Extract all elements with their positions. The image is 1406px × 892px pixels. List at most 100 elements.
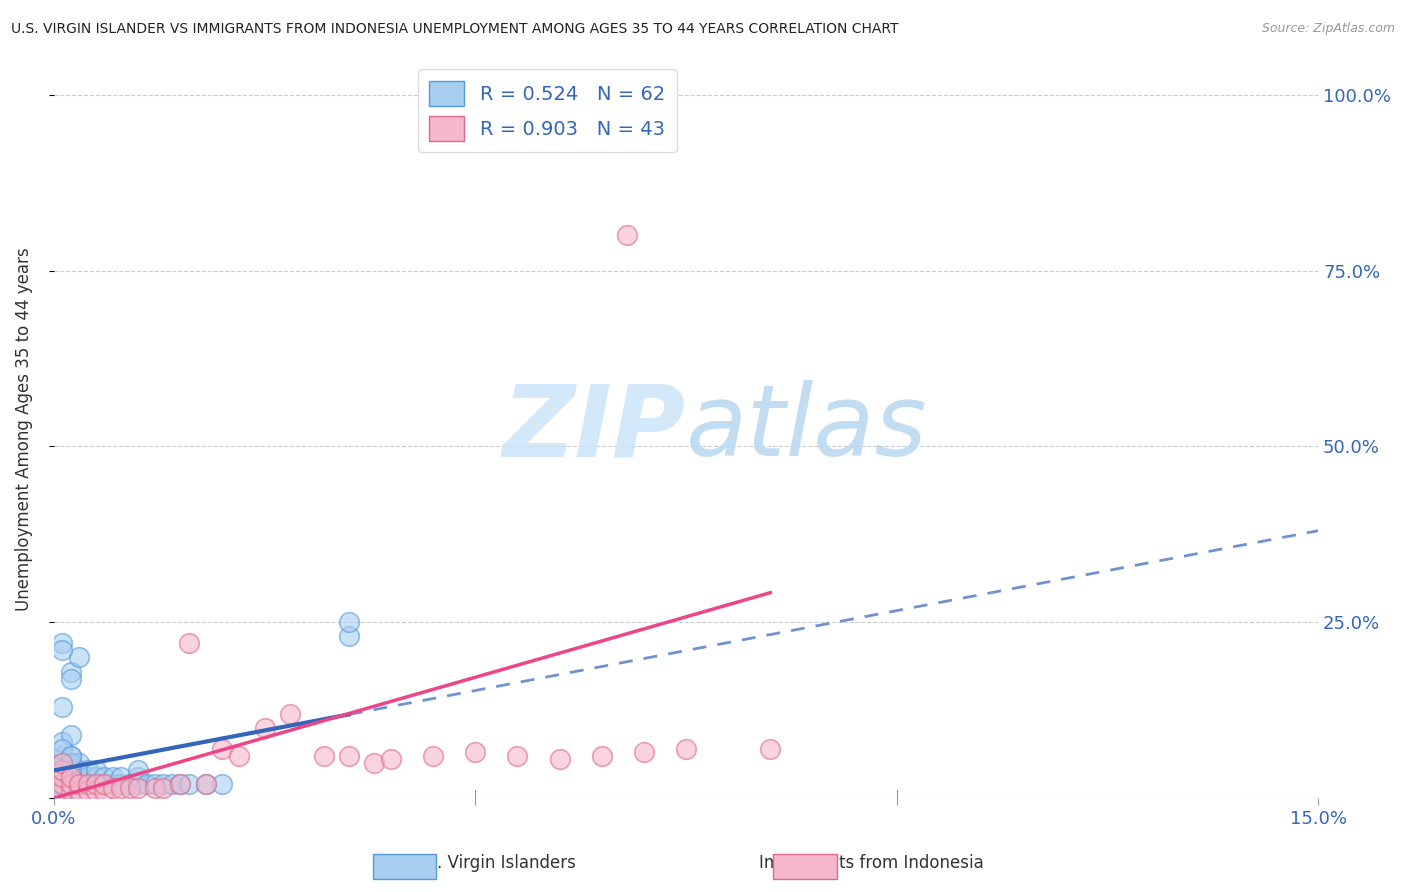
Point bbox=[84, 770, 107, 784]
Point bbox=[253, 721, 276, 735]
Point bbox=[59, 748, 82, 763]
Point bbox=[93, 777, 115, 791]
Point bbox=[51, 770, 73, 784]
Point bbox=[51, 777, 73, 791]
Text: Immigrants from Indonesia: Immigrants from Indonesia bbox=[759, 855, 984, 872]
Point bbox=[51, 784, 73, 798]
Point bbox=[127, 777, 149, 791]
Point bbox=[67, 777, 90, 791]
Point bbox=[616, 87, 638, 102]
Point bbox=[59, 756, 82, 770]
Point bbox=[363, 756, 385, 770]
Point bbox=[59, 665, 82, 679]
Point bbox=[127, 763, 149, 777]
Text: U.S. VIRGIN ISLANDER VS IMMIGRANTS FROM INDONESIA UNEMPLOYMENT AMONG AGES 35 TO : U.S. VIRGIN ISLANDER VS IMMIGRANTS FROM … bbox=[11, 22, 898, 37]
Text: Source: ZipAtlas.com: Source: ZipAtlas.com bbox=[1261, 22, 1395, 36]
Point bbox=[422, 748, 444, 763]
Text: atlas: atlas bbox=[686, 380, 928, 477]
Point bbox=[143, 780, 166, 795]
Point bbox=[51, 636, 73, 650]
Point bbox=[51, 777, 73, 791]
Point bbox=[51, 784, 73, 798]
Point bbox=[110, 777, 132, 791]
Point bbox=[51, 784, 73, 798]
Point bbox=[194, 777, 217, 791]
Point bbox=[101, 770, 124, 784]
Point bbox=[337, 615, 360, 630]
Point bbox=[101, 780, 124, 795]
Point bbox=[101, 777, 124, 791]
Point bbox=[76, 763, 98, 777]
Point bbox=[506, 748, 529, 763]
Point bbox=[759, 742, 782, 756]
Point bbox=[67, 784, 90, 798]
Point bbox=[337, 629, 360, 643]
Point bbox=[51, 780, 73, 795]
Point bbox=[337, 748, 360, 763]
Point bbox=[51, 748, 73, 763]
Text: U.S. Virgin Islanders: U.S. Virgin Islanders bbox=[409, 855, 575, 872]
Point bbox=[67, 777, 90, 791]
Point bbox=[51, 777, 73, 791]
Point bbox=[211, 777, 233, 791]
Point bbox=[548, 752, 571, 766]
Point bbox=[51, 788, 73, 802]
Point bbox=[93, 777, 115, 791]
Point bbox=[118, 780, 141, 795]
Point bbox=[59, 777, 82, 791]
Point bbox=[59, 672, 82, 686]
Point bbox=[380, 752, 402, 766]
Point bbox=[169, 777, 191, 791]
Point bbox=[59, 756, 82, 770]
Point bbox=[76, 770, 98, 784]
Point bbox=[160, 777, 183, 791]
Point bbox=[84, 777, 107, 791]
Point bbox=[59, 777, 82, 791]
Point bbox=[211, 742, 233, 756]
Point bbox=[591, 748, 613, 763]
Point bbox=[110, 770, 132, 784]
Point bbox=[59, 763, 82, 777]
Point bbox=[67, 763, 90, 777]
Point bbox=[76, 784, 98, 798]
Point bbox=[93, 784, 115, 798]
Point bbox=[633, 746, 655, 760]
Point bbox=[143, 777, 166, 791]
Point bbox=[51, 763, 73, 777]
Point bbox=[59, 770, 82, 784]
Point bbox=[118, 777, 141, 791]
Point bbox=[464, 746, 486, 760]
Point bbox=[84, 784, 107, 798]
Point bbox=[110, 780, 132, 795]
Point bbox=[51, 756, 73, 770]
Point bbox=[51, 770, 73, 784]
Point bbox=[59, 763, 82, 777]
Point bbox=[135, 777, 157, 791]
Point bbox=[228, 748, 250, 763]
Point bbox=[76, 777, 98, 791]
Point bbox=[51, 742, 73, 756]
Point bbox=[51, 770, 73, 784]
Point bbox=[59, 784, 82, 798]
Point bbox=[152, 780, 174, 795]
Y-axis label: Unemployment Among Ages 35 to 44 years: Unemployment Among Ages 35 to 44 years bbox=[15, 247, 32, 611]
Point bbox=[51, 763, 73, 777]
Point bbox=[127, 770, 149, 784]
Point bbox=[51, 788, 73, 802]
Point bbox=[51, 735, 73, 749]
Point bbox=[67, 650, 90, 665]
Point bbox=[51, 785, 73, 799]
Point bbox=[59, 748, 82, 763]
Point bbox=[194, 777, 217, 791]
Point bbox=[278, 706, 301, 721]
Legend: R = 0.524   N = 62, R = 0.903   N = 43: R = 0.524 N = 62, R = 0.903 N = 43 bbox=[418, 70, 676, 153]
Point bbox=[616, 228, 638, 243]
Point bbox=[169, 777, 191, 791]
Text: ZIP: ZIP bbox=[503, 380, 686, 477]
Point bbox=[51, 756, 73, 770]
Point bbox=[51, 643, 73, 657]
Point bbox=[177, 777, 200, 791]
Point bbox=[59, 770, 82, 784]
Point bbox=[127, 780, 149, 795]
Point bbox=[76, 777, 98, 791]
